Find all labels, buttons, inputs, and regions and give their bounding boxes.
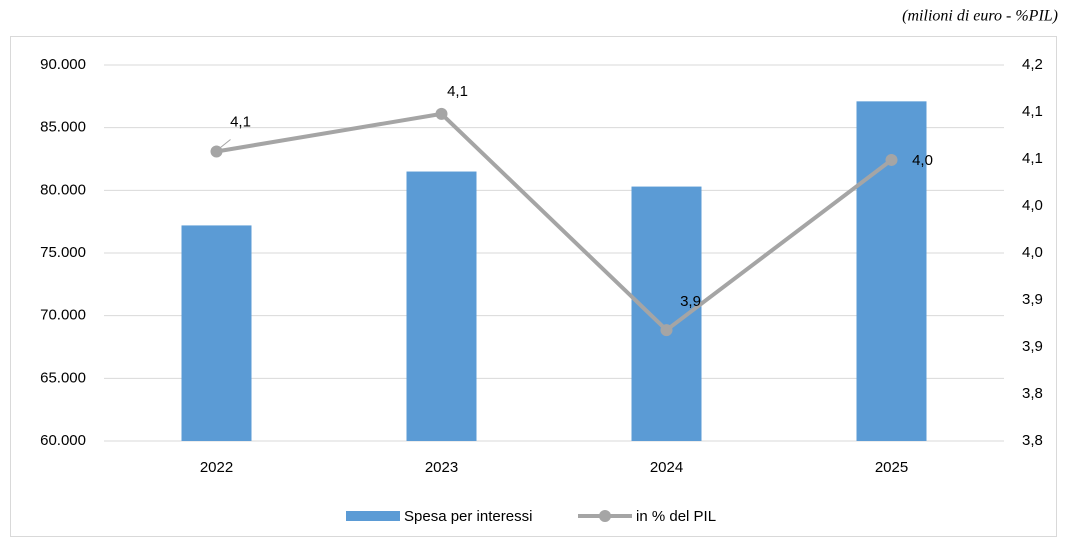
data-label: 3,9 — [680, 293, 701, 310]
y2-tick-label: 3,8 — [1022, 432, 1043, 449]
y-tick-label: 70.000 — [40, 307, 86, 324]
y2-tick-label: 4,2 — [1022, 56, 1043, 73]
x-tick-label: 2024 — [650, 459, 683, 476]
line-marker — [885, 153, 898, 166]
data-label: 4,1 — [447, 83, 468, 100]
x-tick-label: 2022 — [200, 459, 233, 476]
line-marker — [210, 145, 223, 158]
chart-subtitle: (milioni di euro - %PIL) — [902, 8, 1058, 25]
x-tick-label: 2023 — [425, 459, 458, 476]
y-tick-label: 65.000 — [40, 369, 86, 386]
y2-tick-label: 4,1 — [1022, 103, 1043, 120]
legend-label: Spesa per interessi — [404, 508, 532, 525]
y-tick-label: 60.000 — [40, 432, 86, 449]
label-leader — [220, 139, 231, 148]
y-tick-label: 75.000 — [40, 244, 86, 261]
bar — [181, 225, 252, 441]
y-tick-label: 80.000 — [40, 181, 86, 198]
bar — [406, 171, 477, 442]
line-marker — [435, 107, 448, 120]
y2-tick-label: 3,9 — [1022, 338, 1043, 355]
y2-tick-label: 3,8 — [1022, 385, 1043, 402]
line-marker — [660, 324, 673, 337]
data-label: 4,1 — [230, 113, 251, 130]
y2-tick-label: 4,0 — [1022, 244, 1043, 261]
y2-tick-label: 4,0 — [1022, 197, 1043, 214]
legend-swatch — [599, 510, 611, 522]
chart-border — [10, 36, 1057, 537]
legend-label: in % del PIL — [636, 508, 716, 525]
y-tick-label: 85.000 — [40, 119, 86, 136]
x-tick-label: 2025 — [875, 459, 908, 476]
line — [216, 111, 893, 333]
legend-swatch — [346, 511, 400, 521]
y-tick-label: 90.000 — [40, 56, 86, 73]
y2-tick-label: 4,1 — [1022, 150, 1043, 167]
data-label: 4,0 — [912, 152, 933, 169]
y2-tick-label: 3,9 — [1022, 291, 1043, 308]
